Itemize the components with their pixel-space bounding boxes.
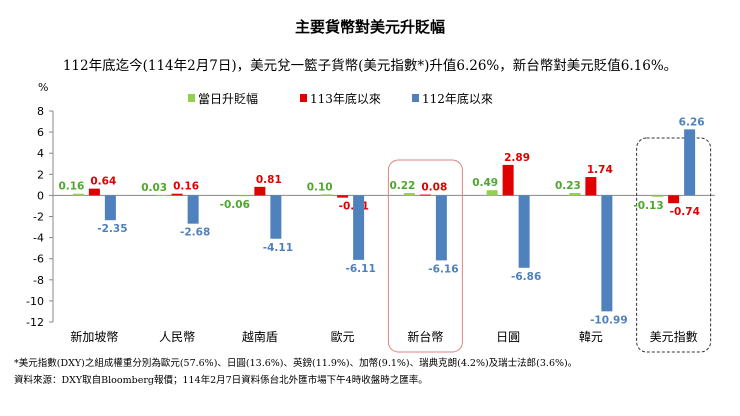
data-label: 0.49	[472, 177, 498, 189]
data-label: 0.16	[173, 181, 199, 193]
x-tick-label: 美元指數	[650, 329, 698, 344]
data-label: -6.86	[511, 271, 541, 283]
bar	[321, 194, 333, 196]
bar	[155, 195, 167, 196]
data-label: 0.16	[58, 181, 84, 193]
y-axis-label: %	[38, 81, 48, 94]
legend-label: 113年底以來	[310, 91, 381, 106]
data-label: -0.13	[633, 200, 663, 212]
highlight-box	[387, 159, 463, 353]
data-label: 0.03	[141, 182, 167, 194]
bar	[270, 195, 282, 239]
y-tick-label: 4	[37, 147, 44, 160]
chart-subtitle: 112年底迄今(114年2月7日)，美元兌一籃子貨幣(美元指數*)升值6.26%…	[62, 58, 678, 74]
x-tick-label: 新加坡幣	[70, 329, 118, 344]
bar	[187, 195, 199, 224]
bar	[435, 195, 447, 261]
y-tick-label: 6	[37, 126, 44, 139]
x-tick-label: 人民幣	[159, 330, 195, 344]
x-tick-label: 韓元	[579, 330, 603, 344]
footnote-1: *美元指數(DXY)之組成權重分別為歐元(57.6%)、日圓(13.6%)、英鎊…	[14, 358, 578, 369]
data-label: 0.22	[389, 180, 415, 192]
bar	[652, 195, 664, 197]
y-tick-label: -10	[26, 295, 44, 308]
x-tick-label: 歐元	[331, 329, 355, 344]
data-label: -0.74	[670, 206, 700, 218]
data-label: 0.23	[555, 180, 581, 192]
data-label: -0.06	[220, 199, 250, 211]
x-tick-label: 越南盾	[242, 329, 278, 344]
footnote-2: 資料來源：DXY取自Bloomberg報價；114年2月7日資料係台北外匯市場下…	[14, 375, 428, 386]
y-tick-label: -2	[33, 211, 44, 224]
bar	[684, 129, 696, 196]
bar	[353, 195, 365, 260]
data-label: -6.11	[345, 263, 375, 275]
legend-swatch	[300, 94, 307, 102]
data-label: 0.10	[307, 181, 333, 193]
bar	[254, 186, 266, 196]
bar	[502, 164, 514, 196]
data-label: 0.81	[256, 174, 282, 186]
x-tick-label: 日圓	[496, 330, 520, 344]
y-tick-label: 0	[37, 189, 44, 202]
bar	[668, 195, 680, 204]
bar	[238, 195, 250, 197]
data-label: 6.26	[679, 116, 705, 128]
y-tick-label: 2	[37, 168, 44, 181]
bar	[72, 193, 84, 196]
data-label: -10.99	[590, 314, 628, 326]
chart-title: 主要貨幣對美元升貶幅	[294, 18, 445, 36]
x-tick-label: 新台幣	[407, 329, 443, 344]
bar	[601, 195, 613, 312]
bar	[419, 194, 431, 196]
data-label: 1.74	[587, 164, 613, 176]
bar	[569, 192, 581, 196]
bar	[88, 188, 100, 196]
y-tick-label: -6	[33, 253, 44, 266]
y-tick-label: 8	[37, 105, 44, 118]
data-label: -4.11	[263, 242, 293, 254]
legend-swatch	[188, 94, 195, 102]
legend-label: 當日升貶幅	[198, 91, 258, 106]
y-tick-label: -12	[26, 316, 44, 329]
data-label: -6.16	[428, 263, 458, 275]
legend-swatch	[412, 94, 419, 102]
bar	[171, 193, 183, 196]
data-label: 2.89	[504, 152, 530, 164]
bar	[403, 193, 415, 196]
data-label: 0.64	[90, 176, 116, 188]
legend-label: 112年底以來	[422, 91, 493, 106]
data-label: 0.08	[421, 182, 447, 194]
highlight-box-dashed	[636, 137, 712, 353]
y-tick-label: -4	[33, 232, 44, 245]
y-tick-label: -8	[33, 274, 44, 287]
data-label: -2.68	[180, 227, 210, 239]
bar	[337, 195, 349, 198]
bar	[104, 195, 116, 221]
bar	[486, 190, 498, 196]
bar	[518, 195, 530, 268]
bar	[585, 177, 597, 196]
data-label: -2.35	[97, 223, 127, 235]
